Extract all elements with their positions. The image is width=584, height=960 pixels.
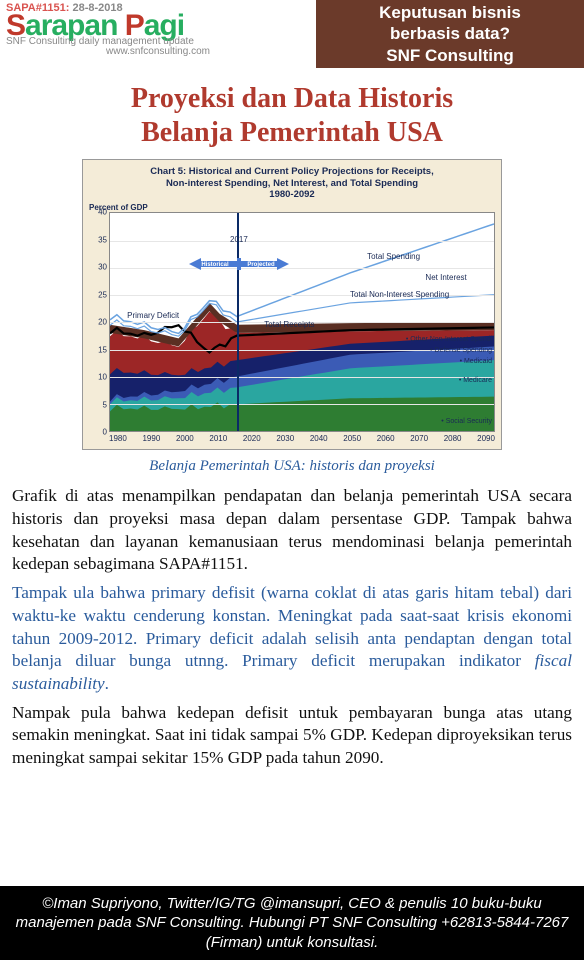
legend-medicaid: • Medicaid: [460, 358, 492, 365]
label-2017: 2017: [230, 235, 248, 244]
xtick: 2040: [310, 434, 328, 443]
chart-axis-x: 1980 1990 2000 2010 2020 2030 2040 2050 2060 2070…: [109, 434, 495, 443]
legend-defense: • Defense Spending: [430, 347, 492, 354]
para1: Grafik di atas menampilkan pendapatan da…: [12, 485, 572, 576]
xtick: 2050: [343, 434, 361, 443]
ytick: 30: [98, 263, 107, 272]
label-total-spending: Total Spending: [367, 252, 420, 261]
page-title: Proyeksi dan Data Historis Belanja Pemer…: [10, 82, 574, 149]
chart-title-l3: 1980-2092: [269, 189, 314, 200]
xtick: 1980: [109, 434, 127, 443]
ytick: 35: [98, 235, 107, 244]
callout-line3: SNF Consulting: [320, 45, 580, 66]
para3: Nampak pula bahwa kedepan defisit untuk …: [12, 702, 572, 770]
chart-title: Chart 5: Historical and Current Policy P…: [89, 166, 495, 200]
xtick: 2010: [209, 434, 227, 443]
header: SAPA#1151: 28-8-2018 Sarapan Pagi SNF Co…: [0, 0, 584, 68]
callout-line2: berbasis data?: [320, 23, 580, 44]
chart-body: 0510152025303540 HistoricalProjected2017…: [89, 212, 495, 432]
ytick: 15: [98, 345, 107, 354]
chart-caption: Belanja Pemerintah USA: historis dan pro…: [0, 458, 584, 475]
header-left: SAPA#1151: 28-8-2018 Sarapan Pagi SNF Co…: [0, 0, 316, 68]
xtick: 2080: [444, 434, 462, 443]
label-total-receipts: Total Receipts: [264, 320, 314, 329]
label-total-noninterest: Total Non-Interest Spending: [350, 290, 449, 299]
chart-plot: Historical Projected 2017 Primary Deficit To…: [109, 212, 495, 432]
divider-2017: [237, 213, 239, 431]
ytick: 0: [103, 428, 107, 437]
label-net-interest: Net Interest: [425, 273, 466, 282]
brand-logo: Sarapan Pagi: [6, 12, 310, 39]
xtick: 2030: [276, 434, 294, 443]
chart-container: Chart 5: Historical and Current Policy P…: [0, 159, 584, 450]
para2a: Tampak ula bahwa primary defisit (warna …: [12, 583, 572, 670]
gridline: [110, 377, 494, 378]
label-primary-deficit: Primary Deficit: [127, 311, 179, 320]
legend-medicare: • Medicare: [459, 377, 492, 384]
para2c: .: [105, 674, 109, 693]
chart-axis-y: 0510152025303540: [89, 212, 109, 432]
footer: ©Iman Supriyono, Twitter/IG/TG @imansupr…: [0, 886, 584, 960]
ytick: 10: [98, 373, 107, 382]
ytick: 40: [98, 208, 107, 217]
gridline: [110, 241, 494, 242]
xtick: 2070: [410, 434, 428, 443]
xtick: 2090: [477, 434, 495, 443]
gridline: [110, 404, 494, 405]
historical-projected-arrow: Historical Projected: [179, 257, 299, 271]
brand-site: www.snfconsulting.com: [6, 46, 310, 57]
title-line1: Proyeksi dan Data Historis: [131, 83, 453, 114]
legend-social: • Social Security: [441, 418, 492, 425]
svg-text:Projected: Projected: [247, 262, 275, 268]
chart-title-l1: Chart 5: Historical and Current Policy P…: [150, 166, 433, 177]
xtick: 2020: [243, 434, 261, 443]
xtick: 2060: [377, 434, 395, 443]
gridline: [110, 268, 494, 269]
callout-line1: Keputusan bisnis: [320, 2, 580, 23]
title-line2: Belanja Pemerintah USA: [141, 117, 443, 148]
chart-frame: Chart 5: Historical and Current Policy P…: [82, 159, 502, 450]
ytick: 20: [98, 318, 107, 327]
ytick: 5: [103, 400, 107, 409]
chart-title-l2: Non-interest Spending, Net Interest, and…: [166, 178, 418, 189]
para2: Tampak ula bahwa primary defisit (warna …: [12, 582, 572, 696]
legend-other: • Other Non-Interest Spendi: [406, 336, 492, 343]
header-callout: Keputusan bisnis berbasis data? SNF Cons…: [316, 0, 584, 68]
chart-ylabel: Percent of GDP: [89, 203, 495, 212]
svg-text:Historical: Historical: [201, 262, 229, 268]
chart-plot-wrap: Historical Projected 2017 Primary Deficit To…: [109, 212, 495, 432]
ytick: 25: [98, 290, 107, 299]
article-body: Grafik di atas menampilkan pendapatan da…: [0, 485, 584, 769]
xtick: 1990: [142, 434, 160, 443]
xtick: 2000: [176, 434, 194, 443]
